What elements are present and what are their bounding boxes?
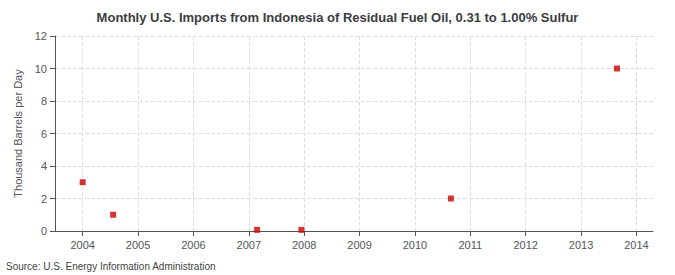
svg-text:2013: 2013 [569,239,593,251]
svg-text:10: 10 [35,63,47,75]
svg-text:2006: 2006 [181,239,205,251]
svg-text:2: 2 [41,193,47,205]
svg-text:4: 4 [41,160,47,172]
svg-text:2014: 2014 [624,239,648,251]
svg-text:Thousand Barrels per Day: Thousand Barrels per Day [12,69,24,198]
svg-text:6: 6 [41,128,47,140]
svg-text:2009: 2009 [347,239,371,251]
svg-text:2010: 2010 [403,239,427,251]
svg-text:2011: 2011 [458,239,482,251]
svg-text:Monthly U.S. Imports from Indo: Monthly U.S. Imports from Indonesia of R… [97,10,579,25]
svg-text:8: 8 [41,95,47,107]
svg-text:2012: 2012 [513,239,537,251]
svg-text:2008: 2008 [292,239,316,251]
svg-text:2005: 2005 [126,239,150,251]
svg-text:0: 0 [41,225,47,237]
svg-text:12: 12 [35,30,47,42]
svg-text:2004: 2004 [70,239,94,251]
svg-text:Source: U.S. Energy Informatio: Source: U.S. Energy Information Administ… [6,261,216,272]
svg-text:2007: 2007 [237,239,261,251]
